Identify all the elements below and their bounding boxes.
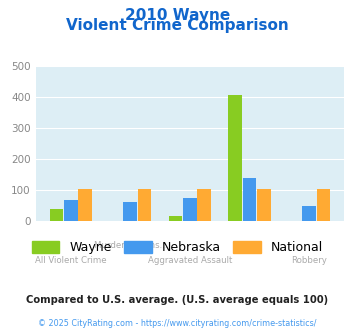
Text: Robbery: Robbery: [291, 256, 327, 265]
Bar: [50, 209, 63, 221]
Bar: [124, 202, 137, 221]
Bar: [257, 189, 271, 221]
Bar: [228, 95, 242, 221]
Text: Violent Crime Comparison: Violent Crime Comparison: [66, 18, 289, 33]
Text: Compared to U.S. average. (U.S. average equals 100): Compared to U.S. average. (U.S. average …: [26, 295, 329, 305]
Bar: [138, 189, 152, 221]
Text: Rape: Rape: [239, 241, 261, 249]
Bar: [169, 215, 182, 221]
Text: © 2025 CityRating.com - https://www.cityrating.com/crime-statistics/: © 2025 CityRating.com - https://www.city…: [38, 319, 317, 328]
Bar: [64, 200, 77, 221]
Bar: [78, 189, 92, 221]
Bar: [183, 198, 197, 221]
Text: 2010 Wayne: 2010 Wayne: [125, 8, 230, 23]
Bar: [243, 178, 256, 221]
Bar: [302, 206, 316, 221]
Bar: [197, 189, 211, 221]
Text: All Violent Crime: All Violent Crime: [35, 256, 106, 265]
Legend: Wayne, Nebraska, National: Wayne, Nebraska, National: [27, 236, 328, 259]
Bar: [317, 189, 330, 221]
Text: Murder & Mans...: Murder & Mans...: [94, 241, 167, 249]
Text: Aggravated Assault: Aggravated Assault: [148, 256, 232, 265]
